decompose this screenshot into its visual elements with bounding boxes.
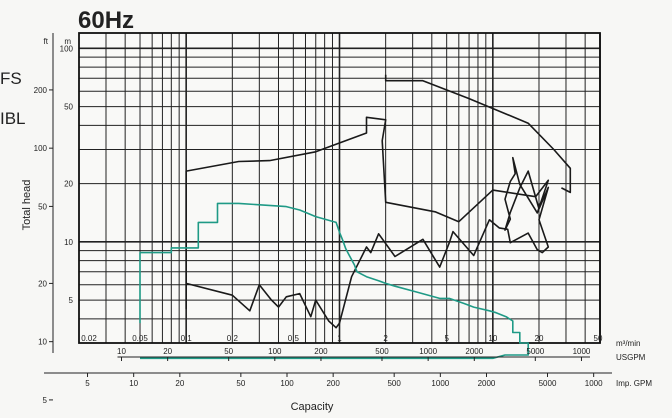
- y-axis-label: Total head: [21, 180, 33, 231]
- x-axis-label: Capacity: [291, 401, 334, 413]
- y-tick-label-m: 5: [69, 296, 74, 305]
- x-axis-unit-m3min: m³/min: [616, 339, 640, 348]
- x-tick-label-impgpm: 100: [280, 379, 294, 388]
- x-tick-label-usgpm: 100: [268, 347, 282, 356]
- plot-frame: [78, 32, 601, 344]
- x-tick-label-m3min: 20: [535, 334, 544, 343]
- y-tick-label-ft: 20: [38, 279, 47, 288]
- x-tick-label-m3min: 0.02: [81, 334, 97, 343]
- series-line-0: [185, 116, 550, 329]
- x-tick-label-impgpm: 5000: [539, 379, 557, 388]
- y-tick-label-ft: 5: [43, 396, 48, 405]
- labels: 60Hz FS IBL Capacity Total head: [0, 7, 334, 413]
- x-tick-label-impgpm: 5: [85, 379, 90, 388]
- x-tick-label-usgpm: 1000: [419, 347, 437, 356]
- y-axis-unit-ft: ft: [44, 37, 49, 46]
- x-tick-label-usgpm: 10: [117, 347, 126, 356]
- x-tick-label-m3min: 2: [383, 334, 388, 343]
- x-axis-unit-usgpm: USGPM: [616, 353, 646, 362]
- side-label-ibl: IBL: [0, 109, 26, 128]
- y-tick-label-ft: 200: [34, 86, 48, 95]
- x-tick-label-impgpm: 1000: [431, 379, 449, 388]
- x-tick-label-usgpm: 200: [314, 347, 328, 356]
- y-tick-label-m: 50: [64, 103, 73, 112]
- x-tick-label-m3min: 5: [444, 334, 449, 343]
- x-tick-label-impgpm: 1000: [585, 379, 603, 388]
- y-tick-label-m: 20: [64, 180, 73, 189]
- x-axis-unit-impgpm: Imp. GPM: [616, 379, 652, 388]
- x-tick-label-usgpm: 1000: [573, 347, 591, 356]
- y-tick-label-ft: 10: [38, 338, 47, 347]
- x-tick-label-usgpm: 50: [224, 347, 233, 356]
- x-tick-label-m3min: 50: [594, 334, 603, 343]
- x-tick-label-impgpm: 500: [387, 379, 401, 388]
- y-axis-unit-m: m: [64, 37, 71, 46]
- x-tick-label-impgpm: 50: [236, 379, 245, 388]
- x-tick-label-impgpm: 2000: [478, 379, 496, 388]
- x-tick-label-m3min: 0.2: [227, 334, 239, 343]
- x-tick-label-usgpm: 20: [163, 347, 172, 356]
- y-tick-label-ft: 100: [34, 144, 48, 153]
- series-layer: [139, 74, 572, 360]
- x-tick-label-m3min: 0.5: [288, 334, 300, 343]
- x-tick-label-m3min: 0.05: [132, 334, 148, 343]
- x-tick-label-usgpm: 500: [375, 347, 389, 356]
- x-tick-label-impgpm: 10: [129, 379, 138, 388]
- series-line-1: [384, 74, 572, 194]
- y-tick-label-m: 100: [60, 44, 74, 53]
- chart-title: 60Hz: [78, 7, 134, 34]
- x-tick-label-impgpm: 200: [326, 379, 340, 388]
- side-label-fs: FS: [0, 69, 22, 88]
- x-tick-label-usgpm: 2000: [465, 347, 483, 356]
- x-tick-label-impgpm: 20: [175, 379, 184, 388]
- x-tick-label-usgpm: 5000: [526, 347, 544, 356]
- y-tick-label-ft: 50: [38, 202, 47, 211]
- x-tick-label-m3min: 0.1: [181, 334, 193, 343]
- series-line-2: [139, 202, 530, 360]
- x-tick-label-m3min: 10: [488, 334, 497, 343]
- y-tick-label-m: 10: [64, 238, 73, 247]
- x-tick-label-m3min: 1: [337, 334, 342, 343]
